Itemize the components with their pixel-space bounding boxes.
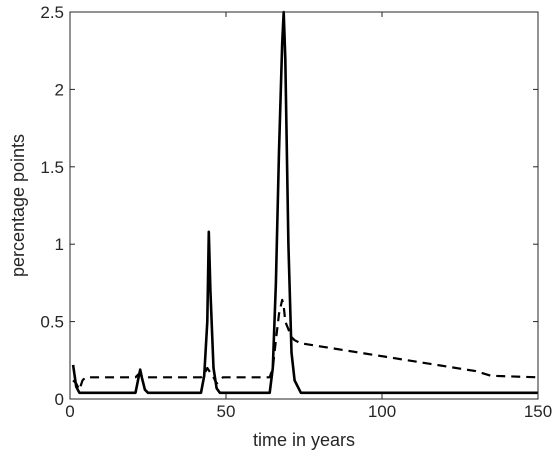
series-line-dashed [72,298,539,391]
x-tick-label: 0 [65,402,74,421]
tick-layer: 0 50 100 150 0 0.5 1 1.5 2 2.5 [40,3,552,421]
y-tick-label: 2.5 [40,3,64,22]
plot-background [70,12,538,399]
x-tick-label: 100 [368,402,396,421]
y-axis-label: percentage points [8,134,28,277]
y-tick-label: 1 [55,235,64,254]
plot-frame [69,11,539,400]
y-tick-label: 2 [55,80,64,99]
x-tick-label: 50 [217,402,236,421]
x-tick-label: 150 [524,402,552,421]
y-tick-label: 0.5 [40,313,64,332]
y-tick-label: 0 [55,390,64,409]
series-line-solid [71,10,538,395]
series-layer [71,10,539,395]
y-tick-label: 1.5 [40,158,64,177]
x-axis-label: time in years [253,430,355,450]
